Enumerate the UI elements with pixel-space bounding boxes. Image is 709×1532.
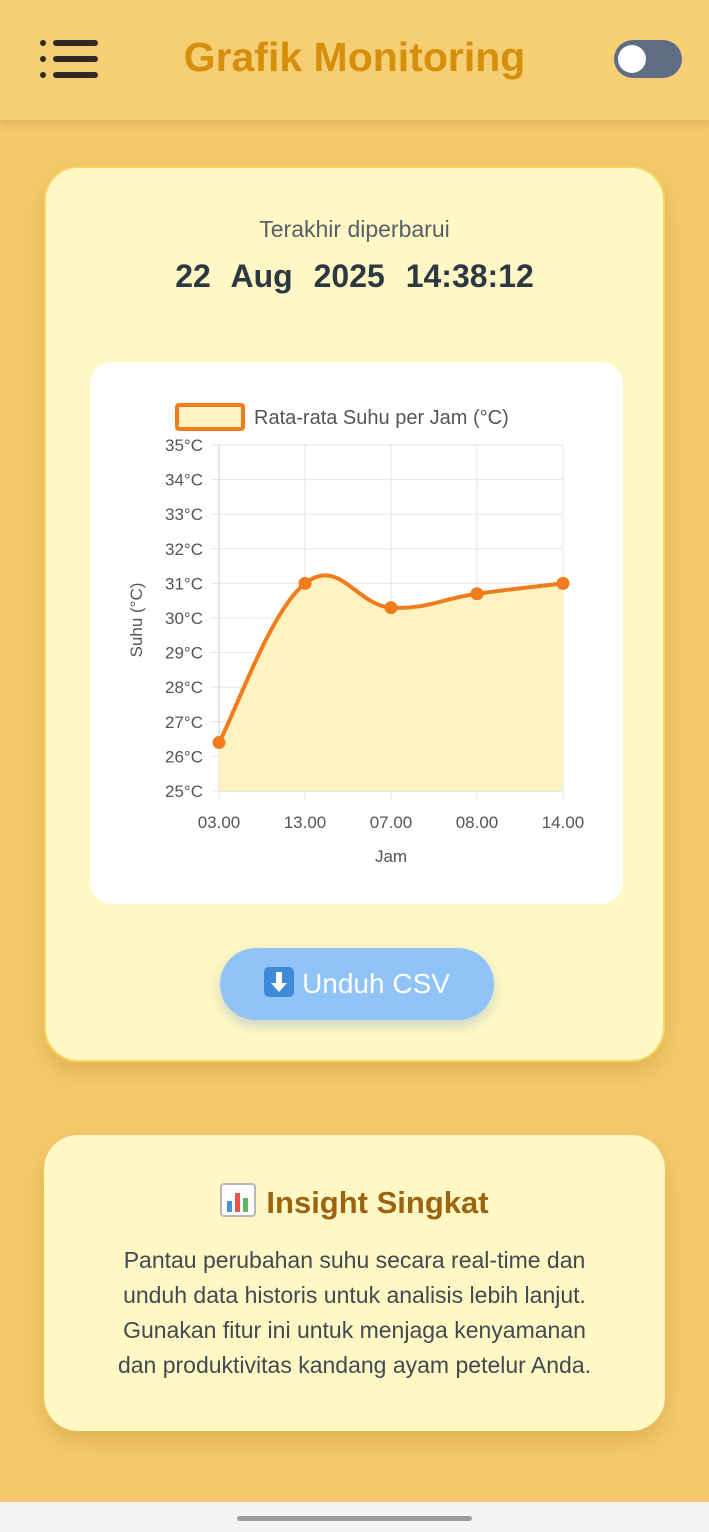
theme-toggle[interactable] <box>614 40 682 78</box>
x-tick-label: 14.00 <box>542 813 585 832</box>
y-tick-label: 30°C <box>165 609 203 628</box>
x-tick-label: 08.00 <box>456 813 499 832</box>
x-tick-label: 13.00 <box>284 813 327 832</box>
data-point[interactable] <box>470 587 484 601</box>
download-arrow-icon <box>264 967 295 997</box>
y-tick-label: 33°C <box>165 505 203 524</box>
toggle-knob <box>618 45 646 73</box>
chart-card: Terakhir diperbarui 22 Aug 2025 14:38:12… <box>44 166 665 1062</box>
temperature-chart: 25°C 26°C 27°C 28°C 29°C 30°C 31°C 32°C 33°C 34°C… <box>90 362 623 904</box>
y-tick-label: 35°C <box>165 436 203 455</box>
home-gesture-handle[interactable] <box>237 1516 472 1521</box>
y-tick-label: 31°C <box>165 574 203 593</box>
y-tick-label: 34°C <box>165 471 203 490</box>
data-point[interactable] <box>212 736 226 750</box>
x-tick-label: 03.00 <box>198 813 241 832</box>
insight-line: Gunakan fitur ini untuk menjaga kenyaman… <box>123 1317 586 1343</box>
y-tick-label: 28°C <box>165 678 203 697</box>
data-point[interactable] <box>384 601 398 615</box>
last-updated-label: Terakhir diperbarui <box>259 216 450 242</box>
y-tick-label: 29°C <box>165 644 203 663</box>
insight-line: dan produktivitas kandang ayam petelur A… <box>117 1352 592 1378</box>
download-csv-label: Unduh CSV <box>302 968 450 999</box>
y-tick-label: 27°C <box>165 713 203 732</box>
insight-line: Pantau perubahan suhu secara real-time d… <box>123 1247 586 1273</box>
series-line <box>217 573 564 744</box>
insight-description: Pantau perubahan suhu secara real-time d… <box>84 1243 625 1383</box>
legend-label: Rata-rata Suhu per Jam (°C) <box>254 407 509 429</box>
menu-icon[interactable] <box>40 40 100 78</box>
y-tick-label: 32°C <box>165 540 203 559</box>
legend-swatch[interactable] <box>175 403 245 431</box>
x-tick-label: 07.00 <box>370 813 413 832</box>
y-tick-label: 26°C <box>165 747 203 766</box>
data-point[interactable] <box>298 576 312 590</box>
y-tick-label: 25°C <box>165 782 203 801</box>
series-area <box>219 575 563 791</box>
app-bar: Grafik Monitoring <box>0 0 709 120</box>
y-axis-label: Suhu (°C) <box>127 583 146 658</box>
data-point[interactable] <box>556 576 570 590</box>
bar-chart-icon <box>220 1183 257 1217</box>
chart-svg: 25°C 26°C 27°C 28°C 29°C 30°C 31°C 32°C 33°C 34°C… <box>127 403 585 866</box>
insight-card: Insight Singkat Pantau perubahan suhu se… <box>44 1135 665 1431</box>
insight-line: unduh data historis untuk analisis lebih… <box>123 1282 586 1308</box>
last-updated-datetime: 22 Aug 2025 14:38:12 <box>175 258 534 294</box>
insight-title: Insight Singkat <box>266 1185 489 1220</box>
page-title: Grafik Monitoring <box>183 34 526 80</box>
x-axis-label: Jam <box>375 847 407 866</box>
system-navigation-bar <box>0 1502 709 1532</box>
insight-heading: Insight Singkat <box>44 1183 665 1221</box>
download-csv-button[interactable]: Unduh CSV <box>220 948 494 1020</box>
